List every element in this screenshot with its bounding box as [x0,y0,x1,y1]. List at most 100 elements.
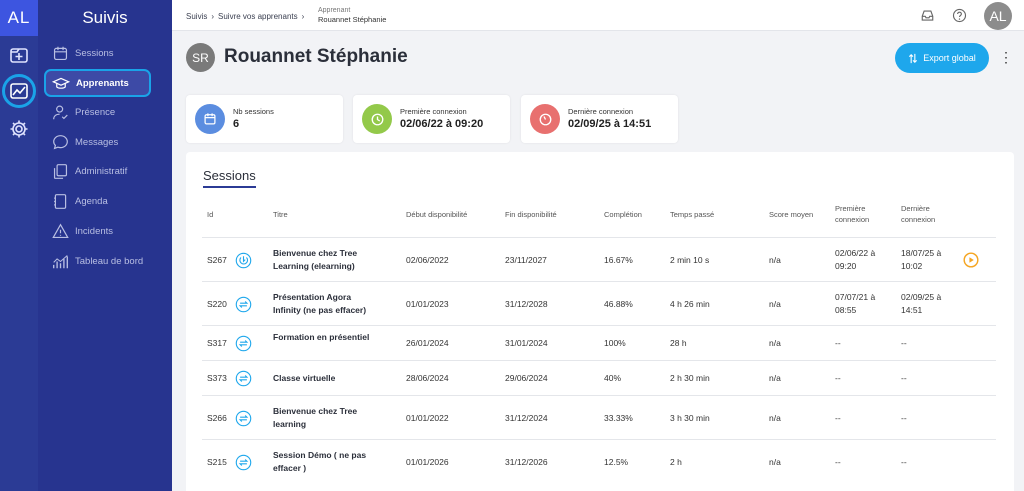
sidebar-item-label: Apprenants [76,77,129,89]
breadcrumb-suivre-apprenants[interactable]: Suivre vos apprenants [218,12,298,21]
cell-title[interactable]: Présentation Agora Infinity (ne pas effa… [273,292,367,315]
cell-start: 26/01/2024 [406,338,449,348]
cell-first-connection: 07/07/21 à 08:55 [835,292,876,315]
column-header-id[interactable]: Id [207,210,214,219]
agenda-icon [54,193,67,209]
cell-score: n/a [769,299,781,309]
sidebar-item-label: Sessions [75,47,114,59]
cell-time: 3 h 30 min [670,413,710,423]
sidebar-item-administratif[interactable]: Administratif [52,159,127,183]
stat-card-sessions: Nb sessions 6 [186,95,343,143]
cell-end: 31/12/2026 [505,457,548,467]
cell-completion: 16.67% [604,255,633,265]
column-header-fin[interactable]: Fin disponibilité [505,210,557,219]
cell-score: n/a [769,457,781,467]
help-icon[interactable] [952,8,967,28]
cell-completion: 12.5% [604,457,629,467]
sidebar-item-apprenants[interactable]: Apprenants [44,69,151,97]
sidebar-item-label: Présence [75,106,116,118]
gear-icon[interactable] [4,114,34,144]
export-global-button[interactable]: Export global [895,43,989,73]
blended-session-icon [235,454,252,471]
inbox-icon[interactable] [920,8,935,28]
table-row[interactable]: S267 Bienvenue chez Tree Learning (elearn… [202,237,996,281]
breadcrumb-suivis[interactable]: Suivis [186,12,208,21]
cell-time: 2 h 30 min [670,373,710,383]
stat-value: 02/09/25 à 14:51 [568,118,652,130]
graduation-cap-icon [52,77,70,89]
blended-session-icon [235,296,252,313]
column-header-score[interactable]: Score moyen [769,210,814,219]
sidebar-item-sessions[interactable]: Sessions [52,41,114,65]
play-icon[interactable] [963,252,980,269]
cell-last-connection: -- [901,413,907,423]
cell-start: 01/01/2023 [406,299,449,309]
user-avatar[interactable]: AL [984,2,1012,30]
cell-last-connection: -- [901,338,907,348]
documents-icon [53,163,68,179]
add-icon[interactable] [4,40,34,70]
cell-end: 31/12/2028 [505,299,548,309]
cell-time: 2 min 10 s [670,255,710,265]
user-check-icon [53,105,68,119]
stat-label: Dernière connexion [568,107,634,116]
cell-end: 31/01/2024 [505,338,548,348]
breadcrumb-current-value: Rouannet Stéphanie [318,15,387,24]
cell-id: S215 [207,457,227,467]
table-row[interactable]: S317 Formation en présentiel 26/01/2024 31/… [202,325,996,360]
chevron-right-icon: › [301,12,305,21]
cell-title[interactable]: Session Démo ( ne pas effacer ) [273,450,367,473]
warning-icon [52,222,69,238]
cell-last-connection: -- [901,457,907,467]
table-row[interactable]: S373 Classe virtuelle 28/06/2024 29/06/2024… [202,360,996,395]
blended-session-icon [235,410,252,427]
sidebar-item-presence[interactable]: Présence [52,100,115,124]
cell-time: 28 h [670,338,687,348]
column-header-derniere[interactable]: Dernière connexion [901,204,936,224]
sidebar-item-label: Incidents [75,225,114,237]
cell-completion: 46.88% [604,299,633,309]
cell-first-connection: -- [835,457,841,467]
cell-last-connection: 02/09/25 à 14:51 [901,292,942,315]
column-header-titre[interactable]: Titre [273,210,288,219]
dashboard-icon [53,254,68,268]
table-row[interactable]: S220 Présentation Agora Infinity (ne pas … [202,281,996,325]
cell-title[interactable]: Bienvenue chez Tree Learning (elearning) [273,248,358,271]
icon-rail: AL [0,0,38,491]
cell-completion: 40% [604,373,622,383]
cell-last-connection: -- [901,373,907,383]
cell-score: n/a [769,413,781,423]
table-row[interactable]: S266 Bienvenue chez Tree learning 01/01/20… [202,395,996,439]
cell-id: S267 [207,255,227,265]
sidebar-item-agenda[interactable]: Agenda [52,189,108,213]
sidebar-item-messages[interactable]: Messages [52,130,118,154]
sidebar-item-incidents[interactable]: Incidents [52,219,113,243]
column-header-premiere[interactable]: Première connexion [835,204,870,224]
sidebar-item-label: Messages [75,136,119,148]
cell-score: n/a [769,373,781,383]
timer-icon [530,104,560,134]
cell-title[interactable]: Bienvenue chez Tree learning [273,406,358,429]
cell-title[interactable]: Formation en présentiel [273,332,370,342]
column-header-temps[interactable]: Temps passé [670,210,715,219]
cell-id: S220 [207,299,227,309]
clock-icon [362,104,392,134]
sidebar-item-tableau-de-bord[interactable]: Tableau de bord [52,249,143,273]
cell-id: S373 [207,373,227,383]
table-row[interactable]: S215 Session Démo ( ne pas effacer ) 01/01… [202,439,996,483]
cell-first-connection: 02/06/22 à 09:20 [835,248,876,271]
blended-session-icon [235,335,252,352]
page-title: Rouannet Stéphanie [224,46,408,67]
column-header-completion[interactable]: Complétion [604,210,642,219]
export-global-label: Export global [923,53,976,63]
cell-start: 01/01/2022 [406,413,449,423]
cell-title[interactable]: Classe virtuelle [273,373,336,383]
blended-session-icon [235,370,252,387]
chart-icon[interactable] [2,74,36,108]
more-options-icon[interactable]: ⋮ [999,49,1013,65]
column-header-debut[interactable]: Début disponibilité [406,210,468,219]
app-logo[interactable]: AL [0,0,38,36]
stat-value: 02/06/22 à 09:20 [400,118,484,130]
cell-last-connection: 18/07/25 à 10:02 [901,248,942,271]
breadcrumb-current-label: Apprenant [318,7,351,14]
